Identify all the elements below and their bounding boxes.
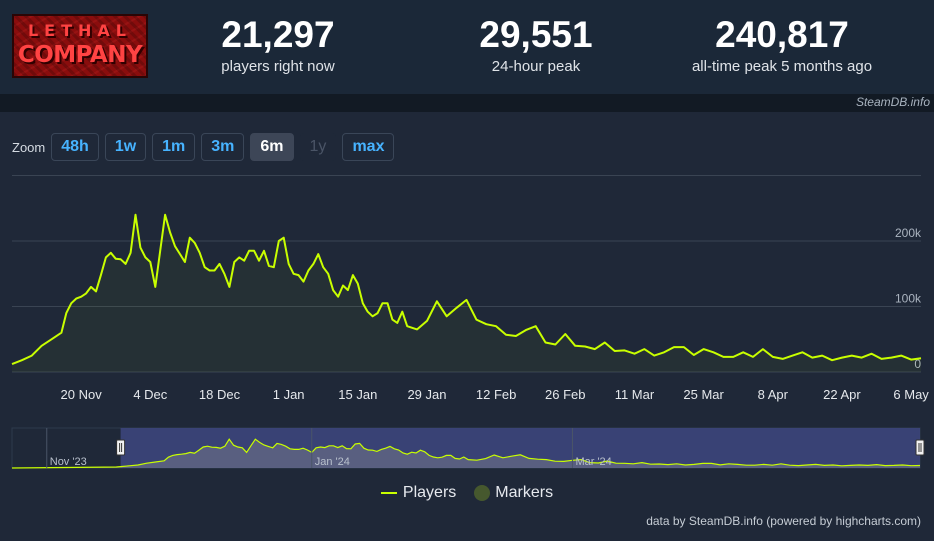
x-tick-label: 25 Mar — [683, 387, 724, 402]
legend-players-label: Players — [402, 484, 457, 501]
daily-peak-label: 24-hour peak — [491, 58, 581, 75]
all-time-peak-label: all-time peak 5 months ago — [691, 58, 873, 75]
navigator[interactable]: Nov '23 Jan '24 Mar '24 — [11, 427, 925, 469]
players-line[interactable] — [11, 213, 922, 366]
navigator-selection[interactable] — [120, 428, 921, 468]
x-tick-label: 29 Jan — [407, 387, 446, 402]
logo-text-line2: COMPANY — [17, 42, 143, 68]
x-tick-label: 11 Mar — [615, 387, 655, 402]
y-axis-labels: 0 100k 200k — [895, 226, 922, 371]
game-logo[interactable]: LETHAL COMPANY — [12, 14, 148, 78]
stats-header: LETHAL COMPANY 21,297 players right now … — [0, 0, 934, 94]
zoom-1y-button: 1y — [299, 133, 337, 161]
navigator-label: Jan '24 — [315, 456, 350, 468]
x-tick-label: 18 Dec — [199, 387, 241, 402]
legend-item-markers[interactable]: Markers — [474, 484, 553, 502]
x-tick-label: 15 Jan — [338, 387, 377, 402]
brand-bar: SteamDB.info — [0, 94, 934, 112]
x-tick-label: 6 May — [893, 387, 929, 402]
zoom-controls: Zoom 48h 1w 1m 3m 6m 1y max — [12, 133, 400, 161]
chart-legend: Players Markers — [0, 484, 934, 502]
x-tick-label: 1 Jan — [273, 387, 305, 402]
legend-markers-label: Markers — [495, 484, 554, 501]
zoom-label: Zoom — [12, 139, 46, 155]
x-axis-labels: 20 Nov 4 Dec 18 Dec 1 Jan 15 Jan 29 Jan 12 Feb… — [61, 387, 930, 402]
current-players-stat: 21,297 players right now — [178, 14, 378, 75]
handle-grip[interactable] — [915, 439, 925, 456]
chart-credit[interactable]: data by SteamDB.info (powered by highcha… — [646, 514, 921, 528]
logo-texture — [14, 16, 146, 76]
zoom-3m-button[interactable]: 3m — [201, 133, 245, 161]
navigator-right-handle[interactable] — [915, 439, 925, 456]
daily-peak-stat: 29,551 24-hour peak — [436, 14, 636, 75]
zoom-1m-button[interactable]: 1m — [152, 133, 196, 161]
player-count-chart[interactable]: 0 100k 200k 20 Nov 4 Dec 18 Dec 1 Jan 15 Jan 29… — [0, 112, 934, 541]
chart-panel: Zoom 48h 1w 1m 3m 6m 1y max 0 100k 200k 20… — [0, 112, 934, 541]
x-tick-label: 12 Feb — [476, 387, 516, 402]
y-tick-label: 200k — [895, 226, 922, 240]
y-tick-label: 100k — [895, 292, 922, 306]
brand-label[interactable]: SteamDB.info — [855, 95, 930, 109]
daily-peak-value: 29,551 — [479, 14, 593, 55]
navigator-left-handle[interactable] — [116, 439, 126, 456]
navigator-area — [12, 439, 920, 468]
x-tick-label: 26 Feb — [545, 387, 585, 402]
zoom-6m-button[interactable]: 6m — [250, 133, 294, 161]
legend-item-players[interactable]: Players — [380, 484, 457, 502]
x-tick-label: 8 Apr — [758, 387, 789, 402]
players-swatch — [380, 492, 397, 494]
x-tick-label: 20 Nov — [61, 387, 103, 402]
zoom-48h-button[interactable]: 48h — [51, 133, 99, 161]
logo-text-line1: LETHAL — [27, 21, 132, 40]
handle-grip[interactable] — [116, 439, 126, 456]
zoom-max-button[interactable]: max — [342, 133, 395, 161]
grid-lines — [12, 175, 921, 373]
x-tick-label: 4 Dec — [133, 387, 167, 402]
y-tick-label: 0 — [914, 357, 921, 371]
current-players-value: 21,297 — [221, 14, 335, 55]
players-area — [12, 214, 921, 372]
all-time-peak-stat: 240,817 all-time peak 5 months ago — [672, 14, 892, 75]
navigator-label: Mar '24 — [575, 456, 611, 468]
zoom-1w-button[interactable]: 1w — [104, 133, 147, 161]
all-time-peak-value: 240,817 — [715, 14, 849, 55]
current-players-label: players right now — [221, 58, 335, 75]
markers-swatch — [474, 485, 491, 501]
navigator-line — [11, 438, 921, 469]
x-tick-label: 22 Apr — [823, 387, 861, 402]
navigator-label: Nov '23 — [50, 456, 87, 468]
